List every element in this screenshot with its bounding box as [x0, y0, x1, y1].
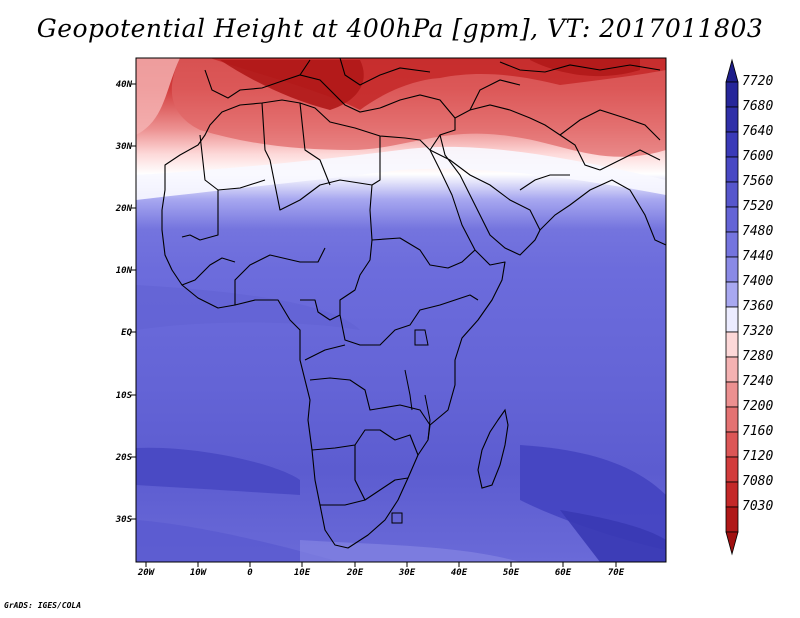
lon-label-0: 0 — [247, 568, 253, 578]
lakes — [391, 329, 431, 524]
colorbar-label: 7440 — [742, 249, 774, 264]
colorbar-label: 7320 — [742, 324, 774, 339]
colorbar-top-arrow — [725, 58, 739, 83]
lon-label-10e: 10E — [293, 568, 311, 578]
lat-tick-marks — [131, 83, 136, 520]
colorbar-label: 7080 — [742, 474, 774, 489]
colorbar-segment — [725, 381, 739, 408]
colorbar-label: 7600 — [742, 149, 774, 164]
lat-label-20s: 20S — [115, 453, 132, 463]
lon-label-60e: 60E — [554, 568, 572, 578]
map-plot-area — [136, 58, 666, 562]
colorbar-segment — [725, 106, 739, 133]
colorbar-segment — [725, 306, 739, 333]
colorbar-label: 7280 — [742, 349, 774, 364]
coastline-europe-asia — [204, 58, 666, 256]
lon-label-10w: 10W — [189, 568, 207, 578]
lon-label-20e: 20E — [346, 568, 364, 578]
colorbar-segment — [725, 356, 739, 383]
lat-label-eq: EQ — [121, 328, 132, 338]
lon-label-30e: 30E — [398, 568, 416, 578]
colorbar-label: 7400 — [742, 274, 774, 289]
colorbar-label: 7720 — [742, 74, 774, 89]
colorbar-bottom-arrow — [725, 531, 739, 556]
lat-label-30n: 30N — [115, 142, 132, 152]
lat-label-40n: 40N — [115, 80, 132, 90]
lat-label-20n: 20N — [115, 204, 132, 214]
madagascar-island — [477, 408, 509, 489]
colorbar-segment — [725, 456, 739, 483]
colorbar-label: 7030 — [742, 499, 774, 514]
colorbar-segment — [725, 156, 739, 183]
lat-label-30s: 30S — [115, 515, 132, 525]
lon-label-20w: 20W — [137, 568, 155, 578]
colorbar-label: 7200 — [742, 399, 774, 414]
lat-label-10s: 10S — [115, 391, 132, 401]
colorbar-label: 7160 — [742, 424, 774, 439]
colorbar-segment — [725, 231, 739, 258]
colorbar-segment — [725, 506, 739, 533]
colorbar-label: 7520 — [742, 199, 774, 214]
colorbar-label: 7360 — [742, 299, 774, 314]
colorbar-label: 7240 — [742, 374, 774, 389]
grads-credit: GrADS: IGES/COLA — [4, 601, 82, 610]
lon-label-70e: 70E — [607, 568, 625, 578]
colorbar-segment — [725, 256, 739, 283]
colorbar-segment — [725, 481, 739, 508]
colorbar-label: 7480 — [742, 224, 774, 239]
lon-label-40e: 40E — [450, 568, 468, 578]
map-frame — [135, 57, 667, 563]
colorbar-segment — [725, 331, 739, 358]
colorbar-segment — [725, 431, 739, 458]
colorbar-segment — [725, 281, 739, 308]
colorbar-label: 7120 — [742, 449, 774, 464]
colorbar-label: 7560 — [742, 174, 774, 189]
colorbar-label: 7680 — [742, 99, 774, 114]
colorbar-segment — [725, 81, 739, 108]
colorbar-segment — [725, 206, 739, 233]
colorbar-segment — [725, 131, 739, 158]
colorbar — [725, 58, 739, 556]
lat-label-10n: 10N — [115, 266, 132, 276]
lon-tick-marks — [145, 562, 617, 567]
lon-label-50e: 50E — [502, 568, 520, 578]
colorbar-label: 7640 — [742, 124, 774, 139]
chart-title: Geopotential Height at 400hPa [gpm], VT:… — [36, 14, 764, 43]
colorbar-segment — [725, 406, 739, 433]
colorbar-segment — [725, 181, 739, 208]
